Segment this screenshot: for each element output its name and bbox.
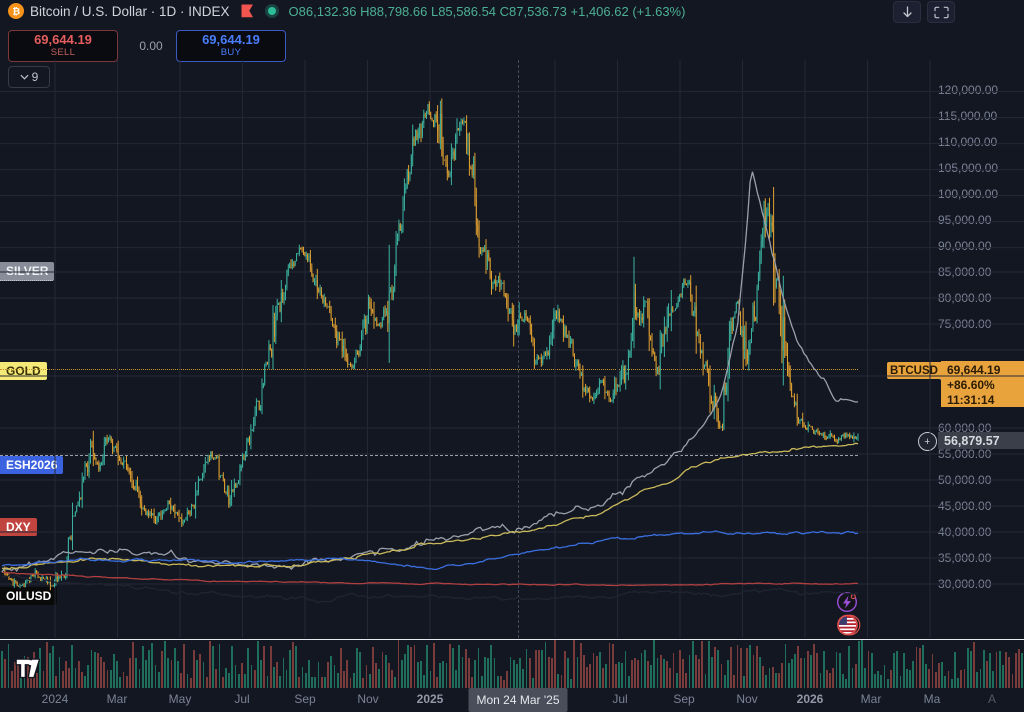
svg-text:₿: ₿ (12, 6, 20, 17)
